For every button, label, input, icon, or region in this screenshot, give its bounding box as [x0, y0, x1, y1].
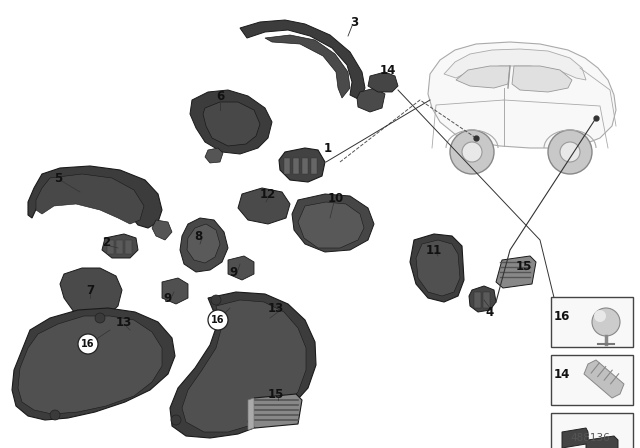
- Text: 11: 11: [426, 244, 442, 257]
- Polygon shape: [180, 218, 228, 272]
- Text: 7: 7: [86, 284, 94, 297]
- Circle shape: [560, 142, 580, 162]
- FancyBboxPatch shape: [551, 413, 633, 448]
- Polygon shape: [240, 20, 365, 100]
- Polygon shape: [152, 220, 172, 240]
- Polygon shape: [36, 174, 144, 224]
- Text: 1: 1: [324, 142, 332, 155]
- Polygon shape: [298, 202, 364, 248]
- Text: 9: 9: [164, 292, 172, 305]
- Bar: [483, 292, 490, 308]
- Circle shape: [450, 130, 494, 174]
- Circle shape: [171, 415, 181, 425]
- Polygon shape: [265, 35, 350, 98]
- Text: 16: 16: [211, 315, 225, 325]
- Text: 9: 9: [230, 266, 238, 279]
- Circle shape: [594, 310, 606, 322]
- FancyBboxPatch shape: [551, 355, 633, 405]
- Bar: [293, 158, 299, 174]
- Circle shape: [50, 410, 60, 420]
- Bar: [302, 158, 308, 174]
- Polygon shape: [512, 66, 572, 92]
- Text: 15: 15: [268, 388, 284, 401]
- Polygon shape: [170, 292, 316, 438]
- Bar: [284, 158, 290, 174]
- Polygon shape: [279, 148, 325, 182]
- Bar: [311, 158, 317, 174]
- Polygon shape: [182, 300, 306, 432]
- Polygon shape: [496, 256, 536, 288]
- Polygon shape: [190, 90, 272, 154]
- Bar: [116, 240, 123, 254]
- Polygon shape: [248, 394, 302, 428]
- Polygon shape: [205, 148, 223, 163]
- Polygon shape: [469, 286, 496, 312]
- Polygon shape: [292, 194, 374, 252]
- Polygon shape: [410, 234, 464, 302]
- Text: 16: 16: [554, 310, 570, 323]
- Text: 488136: 488136: [570, 433, 610, 443]
- Polygon shape: [203, 102, 260, 146]
- Text: 6: 6: [216, 90, 224, 103]
- Polygon shape: [238, 188, 290, 224]
- Text: 14: 14: [554, 367, 570, 380]
- Circle shape: [78, 334, 98, 354]
- Text: 15: 15: [516, 259, 532, 272]
- Text: 2: 2: [102, 236, 110, 249]
- FancyBboxPatch shape: [551, 297, 633, 347]
- Polygon shape: [102, 234, 138, 258]
- Polygon shape: [18, 316, 162, 414]
- Bar: [107, 240, 114, 254]
- Text: 3: 3: [350, 16, 358, 29]
- Polygon shape: [562, 428, 618, 448]
- Circle shape: [462, 142, 482, 162]
- Circle shape: [592, 308, 620, 336]
- Polygon shape: [368, 72, 398, 92]
- Polygon shape: [428, 42, 616, 148]
- Text: 14: 14: [380, 64, 396, 77]
- Circle shape: [208, 310, 228, 330]
- Circle shape: [95, 313, 105, 323]
- Circle shape: [211, 295, 221, 305]
- Text: 5: 5: [54, 172, 62, 185]
- Polygon shape: [60, 268, 122, 318]
- Polygon shape: [416, 240, 460, 296]
- Polygon shape: [187, 224, 220, 263]
- Text: 12: 12: [260, 188, 276, 201]
- Text: 13: 13: [116, 315, 132, 328]
- Polygon shape: [228, 256, 254, 280]
- Text: 8: 8: [194, 229, 202, 242]
- Polygon shape: [162, 278, 188, 304]
- Polygon shape: [28, 166, 162, 228]
- Text: 10: 10: [328, 191, 344, 204]
- Bar: [125, 240, 132, 254]
- Text: 13: 13: [268, 302, 284, 314]
- Text: 4: 4: [486, 306, 494, 319]
- Polygon shape: [584, 360, 624, 398]
- Text: 16: 16: [81, 339, 95, 349]
- Polygon shape: [444, 49, 586, 80]
- Polygon shape: [456, 66, 510, 88]
- Bar: [474, 292, 481, 308]
- Polygon shape: [12, 308, 175, 420]
- Polygon shape: [248, 398, 254, 430]
- Polygon shape: [357, 88, 385, 112]
- Circle shape: [548, 130, 592, 174]
